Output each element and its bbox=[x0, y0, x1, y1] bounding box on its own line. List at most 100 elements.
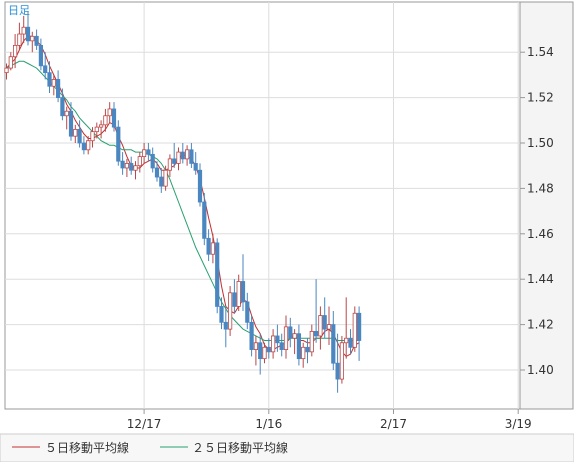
candle-body bbox=[227, 292, 233, 330]
period-label: 日足 bbox=[8, 4, 30, 17]
candle-body bbox=[215, 242, 220, 307]
gridlines bbox=[5, 2, 520, 409]
candle bbox=[77, 120, 82, 148]
candle bbox=[86, 136, 91, 155]
candle-body bbox=[8, 56, 13, 69]
candle bbox=[275, 324, 280, 352]
candle-body bbox=[124, 163, 129, 169]
legend-label-ma5: ５日移動平均線 bbox=[45, 440, 129, 455]
candle-body bbox=[86, 140, 91, 151]
candle-body bbox=[176, 151, 181, 164]
candle-body bbox=[219, 306, 224, 323]
candle bbox=[38, 38, 44, 71]
candle-body bbox=[81, 142, 86, 151]
candle-body bbox=[275, 335, 280, 344]
candle bbox=[240, 254, 246, 311]
y-tick-label: 1.50 bbox=[527, 136, 554, 150]
candle bbox=[120, 152, 125, 175]
candle-body bbox=[68, 110, 74, 137]
candle bbox=[356, 306, 362, 361]
candle-body bbox=[253, 342, 258, 350]
x-tick-label: 3/19 bbox=[505, 417, 532, 431]
candle-body bbox=[184, 149, 190, 160]
legend: ５日移動平均線 ２５日移動平均線 bbox=[12, 440, 288, 455]
candle bbox=[51, 74, 56, 96]
candle bbox=[99, 120, 104, 139]
candle bbox=[309, 324, 314, 357]
candle-body bbox=[4, 67, 9, 74]
candle bbox=[301, 342, 306, 368]
candle bbox=[68, 102, 74, 141]
candle-body bbox=[129, 163, 134, 171]
candle bbox=[12, 34, 18, 69]
candle-body bbox=[331, 324, 336, 364]
candle-body bbox=[146, 149, 151, 155]
candle-body bbox=[64, 110, 69, 117]
candle bbox=[352, 306, 357, 352]
candle bbox=[81, 136, 86, 155]
candle bbox=[215, 238, 220, 314]
candle bbox=[25, 11, 31, 46]
y-tick-label: 1.54 bbox=[527, 45, 554, 59]
candle-body bbox=[73, 128, 78, 137]
candle-body bbox=[288, 326, 293, 339]
candle-body bbox=[223, 321, 228, 330]
candle bbox=[335, 333, 340, 393]
candle bbox=[111, 102, 117, 132]
candle-body bbox=[167, 158, 172, 171]
candle-body bbox=[99, 124, 104, 128]
candle bbox=[172, 143, 177, 168]
candle-body bbox=[292, 333, 297, 339]
candle-body bbox=[305, 346, 310, 353]
candle bbox=[253, 335, 258, 366]
candle bbox=[249, 315, 254, 357]
candle bbox=[4, 63, 9, 80]
candle-body bbox=[245, 301, 250, 323]
candle bbox=[292, 329, 297, 355]
candle bbox=[305, 338, 310, 364]
y-tick-label: 1.40 bbox=[527, 363, 554, 377]
y-tick-label: 1.48 bbox=[527, 181, 554, 195]
candle bbox=[8, 52, 13, 71]
candle-body bbox=[159, 176, 164, 187]
candle-body bbox=[77, 128, 82, 144]
candle bbox=[266, 338, 271, 359]
candles bbox=[4, 11, 362, 393]
y-tick-label: 1.52 bbox=[527, 91, 554, 105]
candle-body bbox=[279, 342, 284, 350]
candle-body bbox=[120, 160, 125, 169]
candle-body bbox=[296, 333, 302, 360]
candle-body bbox=[344, 337, 349, 344]
legend-background bbox=[0, 433, 574, 462]
candle bbox=[21, 15, 26, 44]
candle-body bbox=[133, 165, 138, 171]
candle-body bbox=[43, 65, 48, 74]
candle-body bbox=[21, 26, 26, 35]
candle-body bbox=[38, 44, 44, 67]
candle-body bbox=[25, 26, 31, 42]
candle-body bbox=[210, 242, 215, 255]
candle bbox=[197, 163, 203, 207]
candle-body bbox=[94, 126, 99, 133]
candle bbox=[227, 286, 233, 336]
candle-body bbox=[154, 167, 160, 178]
candle bbox=[30, 31, 35, 53]
candle bbox=[176, 147, 181, 171]
candle bbox=[318, 306, 323, 350]
candle bbox=[189, 143, 194, 168]
candle-body bbox=[309, 331, 314, 353]
candle-body bbox=[283, 326, 289, 350]
candle bbox=[326, 306, 332, 346]
candle bbox=[232, 279, 237, 314]
candle bbox=[193, 152, 198, 175]
candle-body bbox=[335, 362, 340, 380]
candle bbox=[331, 310, 336, 370]
candle-body bbox=[301, 346, 306, 360]
x-tick-label: 2/17 bbox=[380, 417, 407, 431]
candle-body bbox=[17, 33, 22, 46]
candle bbox=[141, 143, 147, 164]
candle-body bbox=[266, 346, 271, 353]
y-axis-panel bbox=[519, 1, 574, 410]
candle-body bbox=[348, 337, 353, 348]
candle-body bbox=[270, 335, 276, 353]
